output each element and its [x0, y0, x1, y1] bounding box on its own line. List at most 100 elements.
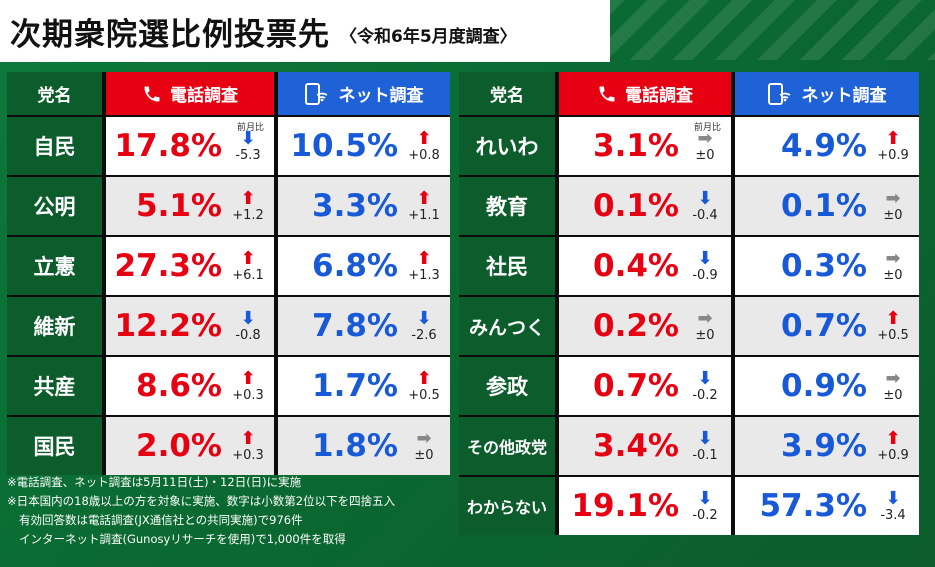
phone-change: ⬆ +0.3	[228, 429, 268, 463]
header-party: 党名	[459, 72, 555, 115]
net-change-value: ±0	[414, 448, 434, 463]
arrow-up-icon: ⬆	[416, 128, 432, 149]
phone-icon	[142, 84, 162, 104]
party-name: その他政党	[459, 417, 555, 475]
phone-change-value: ±0	[695, 328, 715, 343]
phone-change: ⬇ -0.2	[685, 369, 725, 403]
footnote: インターネット調査(Gunosyリサーチを使用)で1,000件を取得	[19, 532, 346, 546]
arrow-right-icon: ➡	[885, 188, 901, 209]
arrow-up-icon: ⬆	[885, 308, 901, 329]
phone-change: ⬆ +1.2	[228, 189, 268, 223]
net-cell: 3.9% ⬆ +0.9	[735, 417, 919, 475]
arrow-right-icon: ➡	[416, 428, 432, 449]
phone-change-value: -0.8	[235, 328, 261, 343]
phone-change-value: -0.2	[692, 508, 718, 523]
arrow-right-icon: ➡	[885, 248, 901, 269]
net-change: ➡ ±0	[873, 249, 913, 283]
net-cell: 57.3% ⬇ -3.4	[735, 477, 919, 535]
phone-change: ⬆ +6.1	[228, 249, 268, 283]
smartphone-icon	[767, 82, 794, 105]
net-value: 4.9%	[781, 128, 867, 164]
net-value: 7.8%	[312, 308, 398, 344]
table-row: れいわ 前月比 3.1% ➡ ±0 4.9% ⬆ +0.9	[459, 115, 919, 175]
footnote: ※日本国内の18歳以上の方を対象に実施、数字は小数第2位以下を四捨五入	[7, 494, 396, 508]
page-subtitle: 〈令和6年5月度調査〉	[340, 26, 517, 47]
phone-change: ⬇ -0.1	[685, 429, 725, 463]
net-cell: 7.8% ⬇ -2.6	[278, 297, 450, 355]
phone-cell: 3.4% ⬇ -0.1	[559, 417, 731, 475]
table-row: 国民 2.0% ⬆ +0.3 1.8% ➡ ±0	[7, 415, 450, 475]
phone-change: ⬇ -5.3	[228, 129, 268, 163]
net-change: ⬇ -3.4	[873, 489, 913, 523]
table-header: 党名 電話調査 ネット調査	[7, 72, 450, 115]
arrow-up-icon: ⬆	[416, 248, 432, 269]
arrow-up-icon: ⬆	[885, 128, 901, 149]
net-value: 1.8%	[312, 428, 398, 464]
results-table-right: 党名 電話調査 ネット調査 れいわ 前月比 3.1% ➡ ±0 4.9% ⬆ +0.9…	[459, 72, 919, 535]
net-cell: 1.8% ➡ ±0	[278, 417, 450, 475]
net-value: 3.9%	[781, 428, 867, 464]
party-name: わからない	[459, 477, 555, 535]
results-table-left: 党名 電話調査 ネット調査 自民 前月比 17.8% ⬇ -5.3 10.5% ⬆ +…	[7, 72, 450, 475]
smartphone-icon	[304, 82, 331, 105]
party-name: 立憲	[7, 237, 102, 295]
net-cell: 10.5% ⬆ +0.8	[278, 117, 450, 175]
party-name: 社民	[459, 237, 555, 295]
party-name: 国民	[7, 417, 102, 475]
phone-change-value: -0.1	[692, 448, 718, 463]
phone-cell: 5.1% ⬆ +1.2	[106, 177, 274, 235]
table-row: 教育 0.1% ⬇ -0.4 0.1% ➡ ±0	[459, 175, 919, 235]
net-change-value: ±0	[883, 268, 903, 283]
net-cell: 6.8% ⬆ +1.3	[278, 237, 450, 295]
phone-change-value: +0.3	[232, 448, 264, 463]
arrow-up-icon: ⬆	[416, 368, 432, 389]
background-stripes	[605, 0, 935, 60]
table-row: わからない 19.1% ⬇ -0.2 57.3% ⬇ -3.4	[459, 475, 919, 535]
header-net-label: ネット調査	[338, 86, 424, 106]
phone-value: 2.0%	[136, 428, 222, 464]
footnotes: ※電話調査、ネット調査は5月11日(土)・12日(日)に実施 ※日本国内の18歳…	[7, 473, 395, 549]
arrow-down-icon: ⬇	[697, 368, 713, 389]
net-value: 57.3%	[759, 488, 867, 524]
party-name: 共産	[7, 357, 102, 415]
header-net: ネット調査	[278, 72, 450, 115]
phone-cell: 12.2% ⬇ -0.8	[106, 297, 274, 355]
footnote: ※電話調査、ネット調査は5月11日(土)・12日(日)に実施	[7, 475, 302, 489]
page-title: 次期衆院選比例投票先	[10, 16, 330, 53]
net-cell: 0.1% ➡ ±0	[735, 177, 919, 235]
arrow-right-icon: ➡	[885, 368, 901, 389]
phone-cell: 0.2% ➡ ±0	[559, 297, 731, 355]
net-cell: 1.7% ⬆ +0.5	[278, 357, 450, 415]
phone-value: 8.6%	[136, 368, 222, 404]
arrow-down-icon: ⬇	[885, 488, 901, 509]
phone-value: 0.4%	[593, 248, 679, 284]
arrow-up-icon: ⬆	[416, 188, 432, 209]
party-name: 公明	[7, 177, 102, 235]
net-change: ➡ ±0	[404, 429, 444, 463]
net-change: ⬆ +0.9	[873, 129, 913, 163]
phone-value: 17.8%	[114, 128, 222, 164]
title-box: 次期衆院選比例投票先 〈令和6年5月度調査〉	[0, 0, 610, 62]
net-change: ⬆ +0.5	[873, 309, 913, 343]
net-value: 10.5%	[290, 128, 398, 164]
net-change: ⬆ +0.8	[404, 129, 444, 163]
net-change: ⬆ +0.5	[404, 369, 444, 403]
net-change-value: +0.9	[877, 448, 909, 463]
phone-value: 27.3%	[114, 248, 222, 284]
phone-cell: 前月比 3.1% ➡ ±0	[559, 117, 731, 175]
phone-change-value: ±0	[695, 148, 715, 163]
prev-month-label: 前月比	[236, 123, 264, 133]
net-change-value: ±0	[883, 388, 903, 403]
phone-value: 5.1%	[136, 188, 222, 224]
arrow-down-icon: ⬇	[697, 428, 713, 449]
net-change-value: +0.9	[877, 148, 909, 163]
phone-change: ➡ ±0	[685, 309, 725, 343]
net-value: 0.1%	[781, 188, 867, 224]
party-name: 参政	[459, 357, 555, 415]
header-net: ネット調査	[735, 72, 919, 115]
phone-value: 0.7%	[593, 368, 679, 404]
net-cell: 0.9% ➡ ±0	[735, 357, 919, 415]
table-row: 公明 5.1% ⬆ +1.2 3.3% ⬆ +1.1	[7, 175, 450, 235]
arrow-down-icon: ⬇	[697, 188, 713, 209]
phone-change-value: -0.4	[692, 208, 718, 223]
